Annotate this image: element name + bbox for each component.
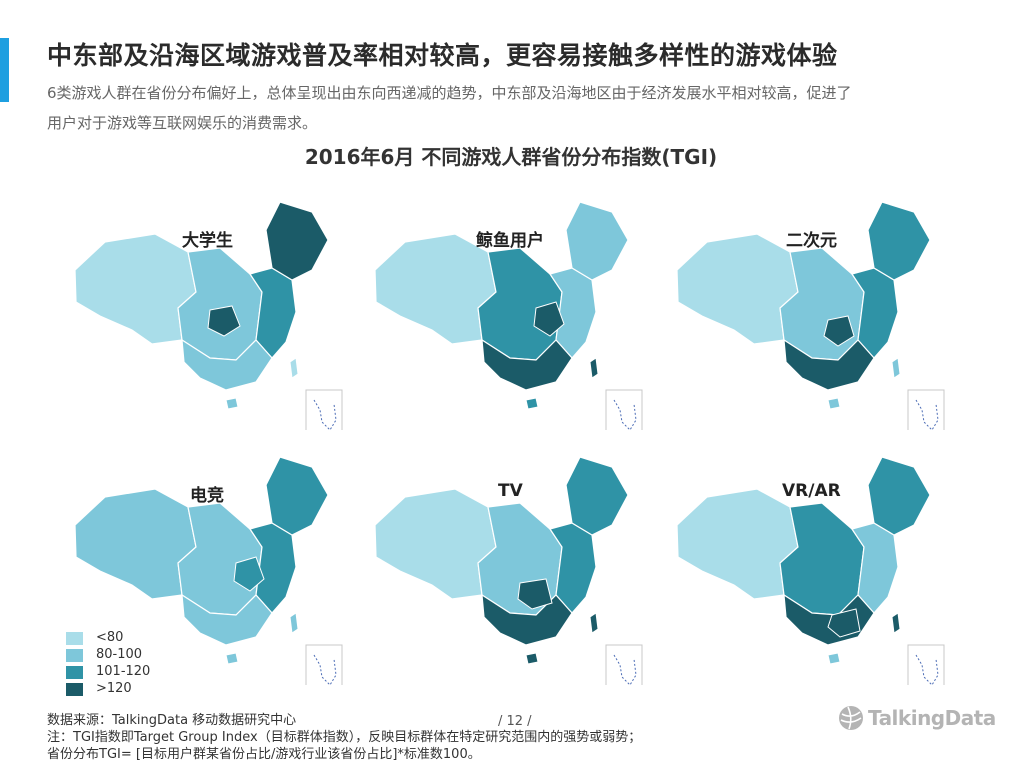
map-panel: 大学生 xyxy=(60,190,350,430)
nine-dash-line xyxy=(915,399,939,430)
region-west xyxy=(676,233,799,345)
accent-bar xyxy=(0,38,9,102)
region-west xyxy=(374,488,497,600)
south-sea-inset xyxy=(305,644,343,685)
south-sea-inset xyxy=(907,644,945,685)
nine-dash-line xyxy=(313,654,337,685)
legend-swatch xyxy=(66,683,83,696)
talkingdata-logo: TalkingData xyxy=(838,705,996,731)
region-hainan xyxy=(225,397,239,410)
logo-ball-icon xyxy=(839,706,863,730)
nine-dash-line xyxy=(313,399,337,430)
data-source: 数据来源：TalkingData 移动数据研究中心 xyxy=(47,713,297,728)
region-south xyxy=(181,593,273,646)
region-hainan xyxy=(525,397,539,410)
map-panel: VR/AR xyxy=(662,445,952,685)
region-south xyxy=(783,338,875,391)
region-northeast xyxy=(565,456,629,536)
map-label: 电竞 xyxy=(190,486,224,506)
region-taiwan xyxy=(289,357,299,379)
region-south xyxy=(481,593,573,646)
region-taiwan xyxy=(589,357,599,379)
region-hotspot xyxy=(233,556,265,592)
region-hotspot xyxy=(827,608,861,638)
region-northeast xyxy=(265,456,329,536)
page-subtitle: 6类游戏人群在省份分布偏好上，总体呈现出由东向西递减的趋势，中东部及沿海地区由于… xyxy=(47,84,852,132)
region-west xyxy=(676,488,799,600)
legend-swatch xyxy=(66,649,83,662)
region-taiwan xyxy=(589,612,599,634)
region-hotspot xyxy=(517,578,553,610)
nine-dash-line xyxy=(613,399,637,430)
logo-text: TalkingData xyxy=(868,706,996,730)
region-northeast xyxy=(867,201,931,281)
region-hainan xyxy=(827,652,841,665)
south-sea-inset xyxy=(907,389,945,430)
region-hainan xyxy=(525,652,539,665)
region-taiwan xyxy=(891,612,901,634)
region-center xyxy=(177,247,263,361)
map-label: 大学生 xyxy=(182,231,233,251)
region-hotspot xyxy=(823,315,855,347)
footer-notes: 数据来源：TalkingData 移动数据研究中心 注：TGI指数即Target… xyxy=(47,712,641,763)
legend-swatch xyxy=(66,632,83,645)
map-label: 鲸鱼用户 xyxy=(476,231,544,251)
region-hainan xyxy=(827,397,841,410)
page-title: 中东部及沿海区域游戏普及率相对较高，更容易接触多样性的游戏体验 xyxy=(47,41,838,70)
region-hotspot xyxy=(207,305,241,337)
region-northeast xyxy=(867,456,931,536)
south-sea-inset xyxy=(605,389,643,430)
footnote-tgi-formula: 省份分布TGI= [目标用户群某省份占比/游戏行业该省份占比]*标准数100。 xyxy=(47,747,481,762)
china-map xyxy=(676,201,945,430)
south-sea-inset xyxy=(305,389,343,430)
nine-dash-line xyxy=(915,654,939,685)
region-hotspot xyxy=(533,301,565,337)
region-taiwan xyxy=(289,612,299,634)
map-label: 二次元 xyxy=(786,231,837,251)
legend-label: 101-120 xyxy=(96,664,151,679)
legend-label: <80 xyxy=(96,630,124,645)
china-map xyxy=(74,456,343,685)
map-panel: 鲸鱼用户 xyxy=(360,190,650,430)
region-west xyxy=(74,233,197,345)
legend-label: >120 xyxy=(96,681,132,696)
region-hainan xyxy=(225,652,239,665)
region-northeast xyxy=(265,201,329,281)
region-center xyxy=(779,502,865,616)
china-map xyxy=(374,456,643,685)
legend-swatch xyxy=(66,666,83,679)
map-label: VR/AR xyxy=(782,481,841,501)
map-panel: 二次元 xyxy=(662,190,952,430)
region-center xyxy=(779,247,865,361)
south-sea-inset xyxy=(605,644,643,685)
footnote-tgi-definition: 注：TGI指数即Target Group Index（目标群体指数），反映目标群… xyxy=(47,730,642,745)
china-map xyxy=(374,201,643,430)
china-map xyxy=(676,456,945,685)
region-west xyxy=(74,488,197,600)
map-panel: TV xyxy=(360,445,650,685)
page-number: / 12 / xyxy=(498,714,532,729)
map-panel: 电竞 xyxy=(60,445,350,685)
region-taiwan xyxy=(891,357,901,379)
region-northeast xyxy=(565,201,629,281)
region-south xyxy=(181,338,273,391)
chart-title: 2016年6月 不同游戏人群省份分布指数(TGI) xyxy=(304,145,718,169)
nine-dash-line xyxy=(613,654,637,685)
region-south xyxy=(481,338,573,391)
map-label: TV xyxy=(498,481,523,501)
china-map xyxy=(74,201,343,430)
legend-label: 80-100 xyxy=(96,647,143,662)
